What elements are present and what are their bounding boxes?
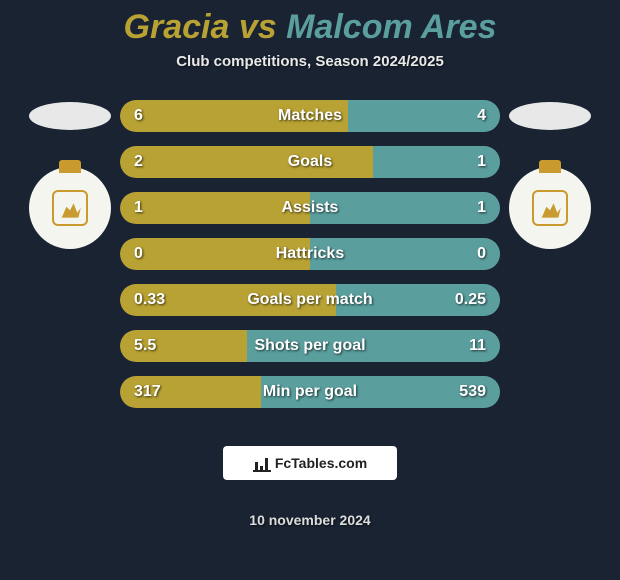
stat-label: Goals — [120, 146, 500, 178]
right-side-slot — [500, 167, 600, 249]
subtitle: Club competitions, Season 2024/2025 — [0, 53, 620, 70]
stat-bar: 00Hattricks — [120, 238, 500, 270]
brand-badge: FcTables.com — [223, 446, 397, 480]
stat-bar: 64Matches — [120, 100, 500, 132]
right-side-slot — [500, 102, 600, 130]
stat-row: 317539Min per goal — [20, 376, 600, 408]
stat-label: Shots per goal — [120, 330, 500, 362]
stat-label: Min per goal — [120, 376, 500, 408]
player2-name: Malcom Ares — [286, 8, 496, 46]
stat-label: Hattricks — [120, 238, 500, 270]
left-side-slot — [20, 102, 120, 130]
player-head-icon — [509, 102, 591, 130]
comparison-title: Gracia vs Malcom Ares — [0, 0, 620, 47]
stat-bar: 11Assists — [120, 192, 500, 224]
stat-row: 0.330.25Goals per match — [20, 284, 600, 316]
club-badge-icon — [29, 167, 111, 249]
stat-row: 64Matches — [20, 100, 600, 132]
stat-bar: 317539Min per goal — [120, 376, 500, 408]
left-side-slot — [20, 167, 120, 249]
club-badge-icon — [509, 167, 591, 249]
stat-bar: 5.511Shots per goal — [120, 330, 500, 362]
stat-row: 11Assists — [20, 192, 600, 224]
player-head-icon — [29, 102, 111, 130]
stat-label: Matches — [120, 100, 500, 132]
stat-label: Goals per match — [120, 284, 500, 316]
stats-container: 64Matches 21Goals 11Assists 00Hattricks 0.33… — [0, 100, 620, 422]
stat-label: Assists — [120, 192, 500, 224]
brand-chart-icon — [253, 454, 271, 472]
player1-name: Gracia — [124, 8, 230, 46]
stat-row: 5.511Shots per goal — [20, 330, 600, 362]
stat-bar: 0.330.25Goals per match — [120, 284, 500, 316]
date-label: 10 november 2024 — [0, 512, 620, 528]
stat-bar: 21Goals — [120, 146, 500, 178]
brand-text: FcTables.com — [275, 455, 367, 471]
vs-separator: vs — [239, 8, 277, 46]
